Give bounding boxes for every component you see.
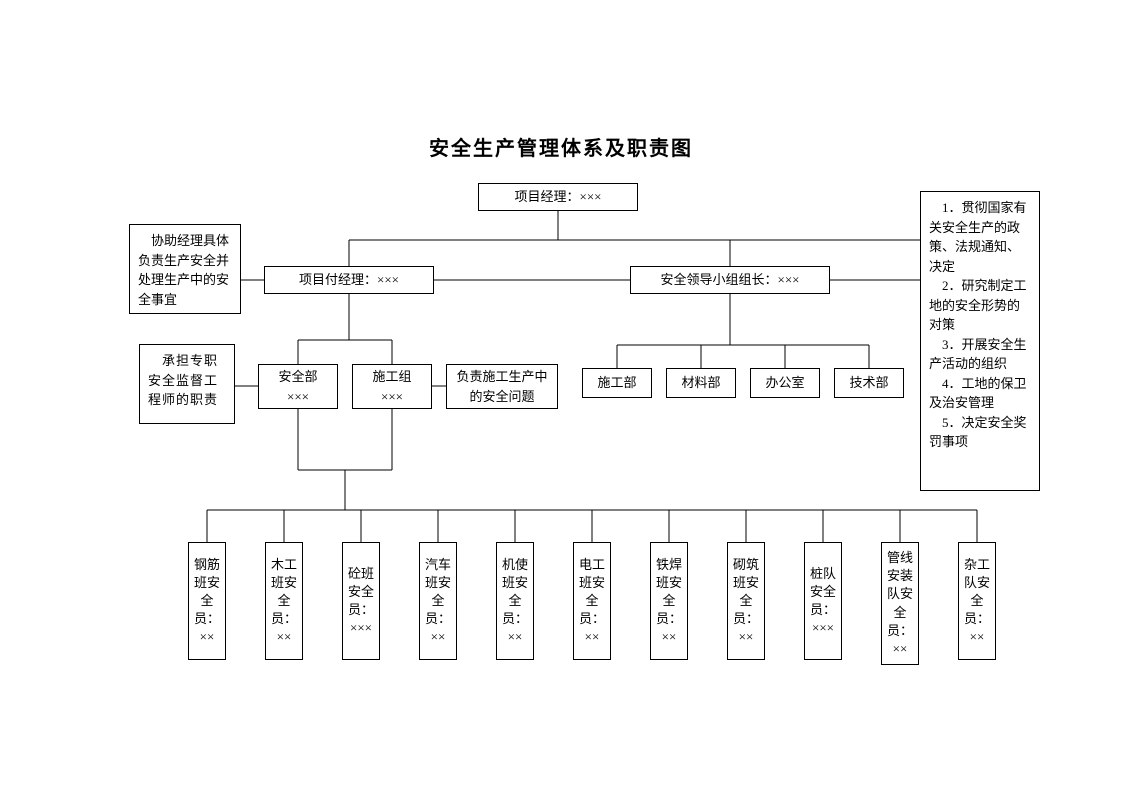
node-material-dept: 材料部 — [666, 368, 736, 398]
node-team: 桩队安全员：××× — [804, 542, 842, 660]
node-pm: 项目经理：××× — [478, 183, 638, 211]
node-construction-group: 施工组 ××× — [352, 364, 432, 409]
node-team: 木工班安全员：×× — [265, 542, 303, 660]
page-title: 安全生产管理体系及职责图 — [0, 132, 1122, 161]
node-team: 机使班安全员：×× — [496, 542, 534, 660]
node-team: 砌筑班安全员：×× — [727, 542, 765, 660]
note-left-top: 协助经理具体负责生产安全并处理生产中的安全事宜 — [129, 224, 241, 314]
node-team: 杂工队安全员：×× — [958, 542, 996, 660]
node-tech-dept: 技术部 — [834, 368, 904, 398]
node-construction-dept: 施工部 — [582, 368, 652, 398]
note-left-mid: 承担专职安全监督工程师的职责 — [139, 344, 235, 424]
node-team: 钢筋班安全员：×× — [188, 542, 226, 660]
node-team: 铁焊班安全员：×× — [650, 542, 688, 660]
node-resp-safety-issue: 负责施工生产中的安全问题 — [446, 364, 558, 409]
node-team: 汽车班安全员：×× — [419, 542, 457, 660]
node-safety-dept: 安全部 ××× — [258, 364, 338, 409]
note-right: 1．贯彻国家有关安全生产的政策、法规通知、决定 2．研究制定工地的安全形势的对策… — [920, 191, 1040, 491]
node-deputy-pm: 项目付经理：××× — [264, 266, 434, 294]
node-safety-leader: 安全领导小组组长：××× — [630, 266, 830, 294]
node-office: 办公室 — [750, 368, 820, 398]
node-team: 砼班安全员：××× — [342, 542, 380, 660]
node-team: 电工班安全员：×× — [573, 542, 611, 660]
node-team: 管线安装队安全员：×× — [881, 542, 919, 665]
